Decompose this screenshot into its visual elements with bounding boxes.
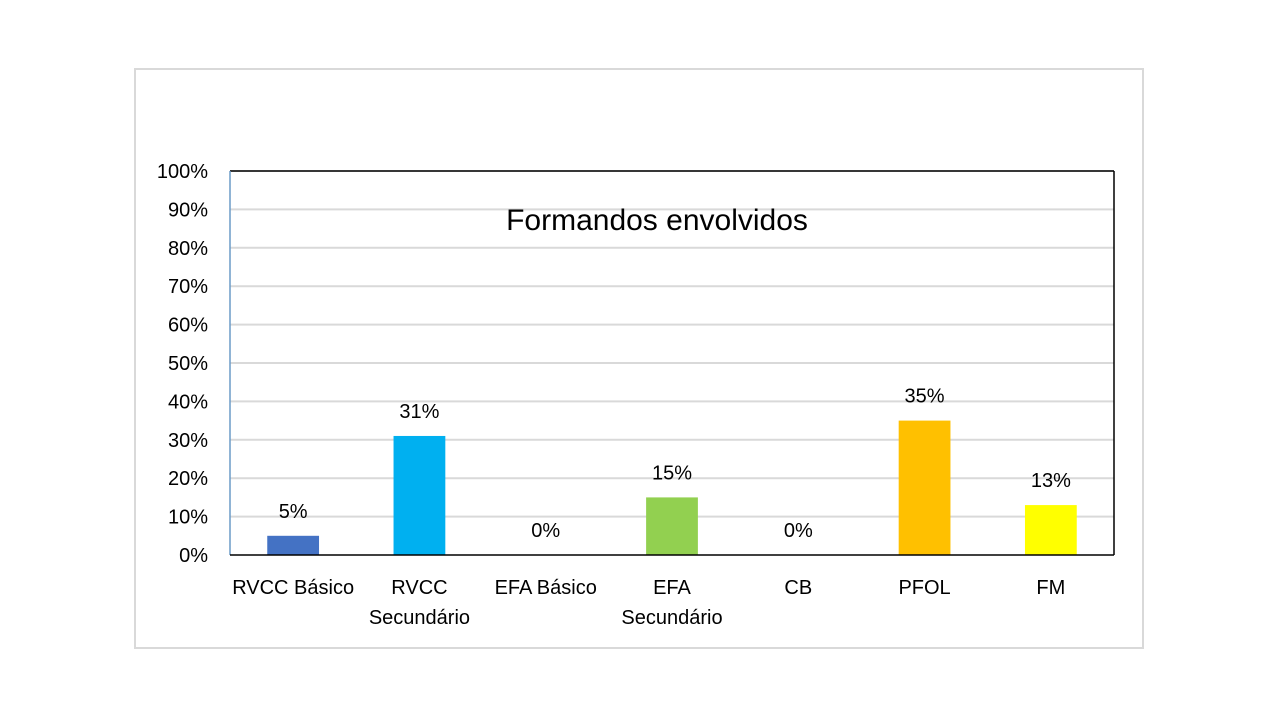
x-tick-label: Secundário — [621, 607, 722, 629]
y-tick-label: 40% — [168, 391, 208, 413]
data-label: 35% — [905, 386, 945, 408]
x-tick-label: EFA — [653, 577, 691, 599]
x-tick-label: PFOL — [898, 577, 950, 599]
data-labels: 5% 31% 0% 15% 0% 35% 13% — [279, 386, 1071, 542]
bars — [267, 420, 1077, 555]
data-label: 0% — [784, 520, 813, 542]
x-tick-label: CB — [784, 577, 812, 599]
bar — [898, 420, 951, 555]
axes — [229, 170, 1115, 556]
bar — [267, 535, 320, 555]
y-tick-label: 10% — [168, 507, 208, 529]
y-tick-label: 100% — [157, 161, 208, 183]
x-tick-label: RVCC Básico — [232, 577, 354, 599]
bar — [1024, 505, 1077, 555]
chart-title: Formandos envolvidos — [506, 204, 808, 237]
y-tick-label: 70% — [168, 276, 208, 298]
x-tick-labels: RVCC Básico RVCC Secundário EFA Básico EFA Se… — [232, 577, 1065, 629]
x-tick-label: EFA Básico — [495, 577, 597, 599]
bar — [393, 435, 446, 555]
y-tick-label: 50% — [168, 353, 208, 375]
data-label: 0% — [531, 520, 560, 542]
x-tick-label: Secundário — [369, 607, 470, 629]
y-tick-label: 90% — [168, 199, 208, 221]
y-tick-label: 80% — [168, 238, 208, 260]
data-label: 31% — [399, 401, 439, 423]
bar — [646, 497, 698, 555]
y-tick-label: 0% — [179, 545, 208, 567]
y-tick-labels: 0% 10% 20% 30% 40% 50% 60% 70% 80% 90% 100% — [157, 161, 208, 567]
data-label: 13% — [1031, 470, 1071, 492]
data-label: 5% — [279, 501, 308, 523]
y-tick-label: 60% — [168, 315, 208, 337]
data-label: 15% — [652, 462, 692, 484]
y-tick-label: 20% — [168, 468, 208, 490]
y-tick-label: 30% — [168, 430, 208, 452]
x-tick-label: RVCC — [391, 577, 447, 599]
x-tick-label: FM — [1036, 577, 1065, 599]
